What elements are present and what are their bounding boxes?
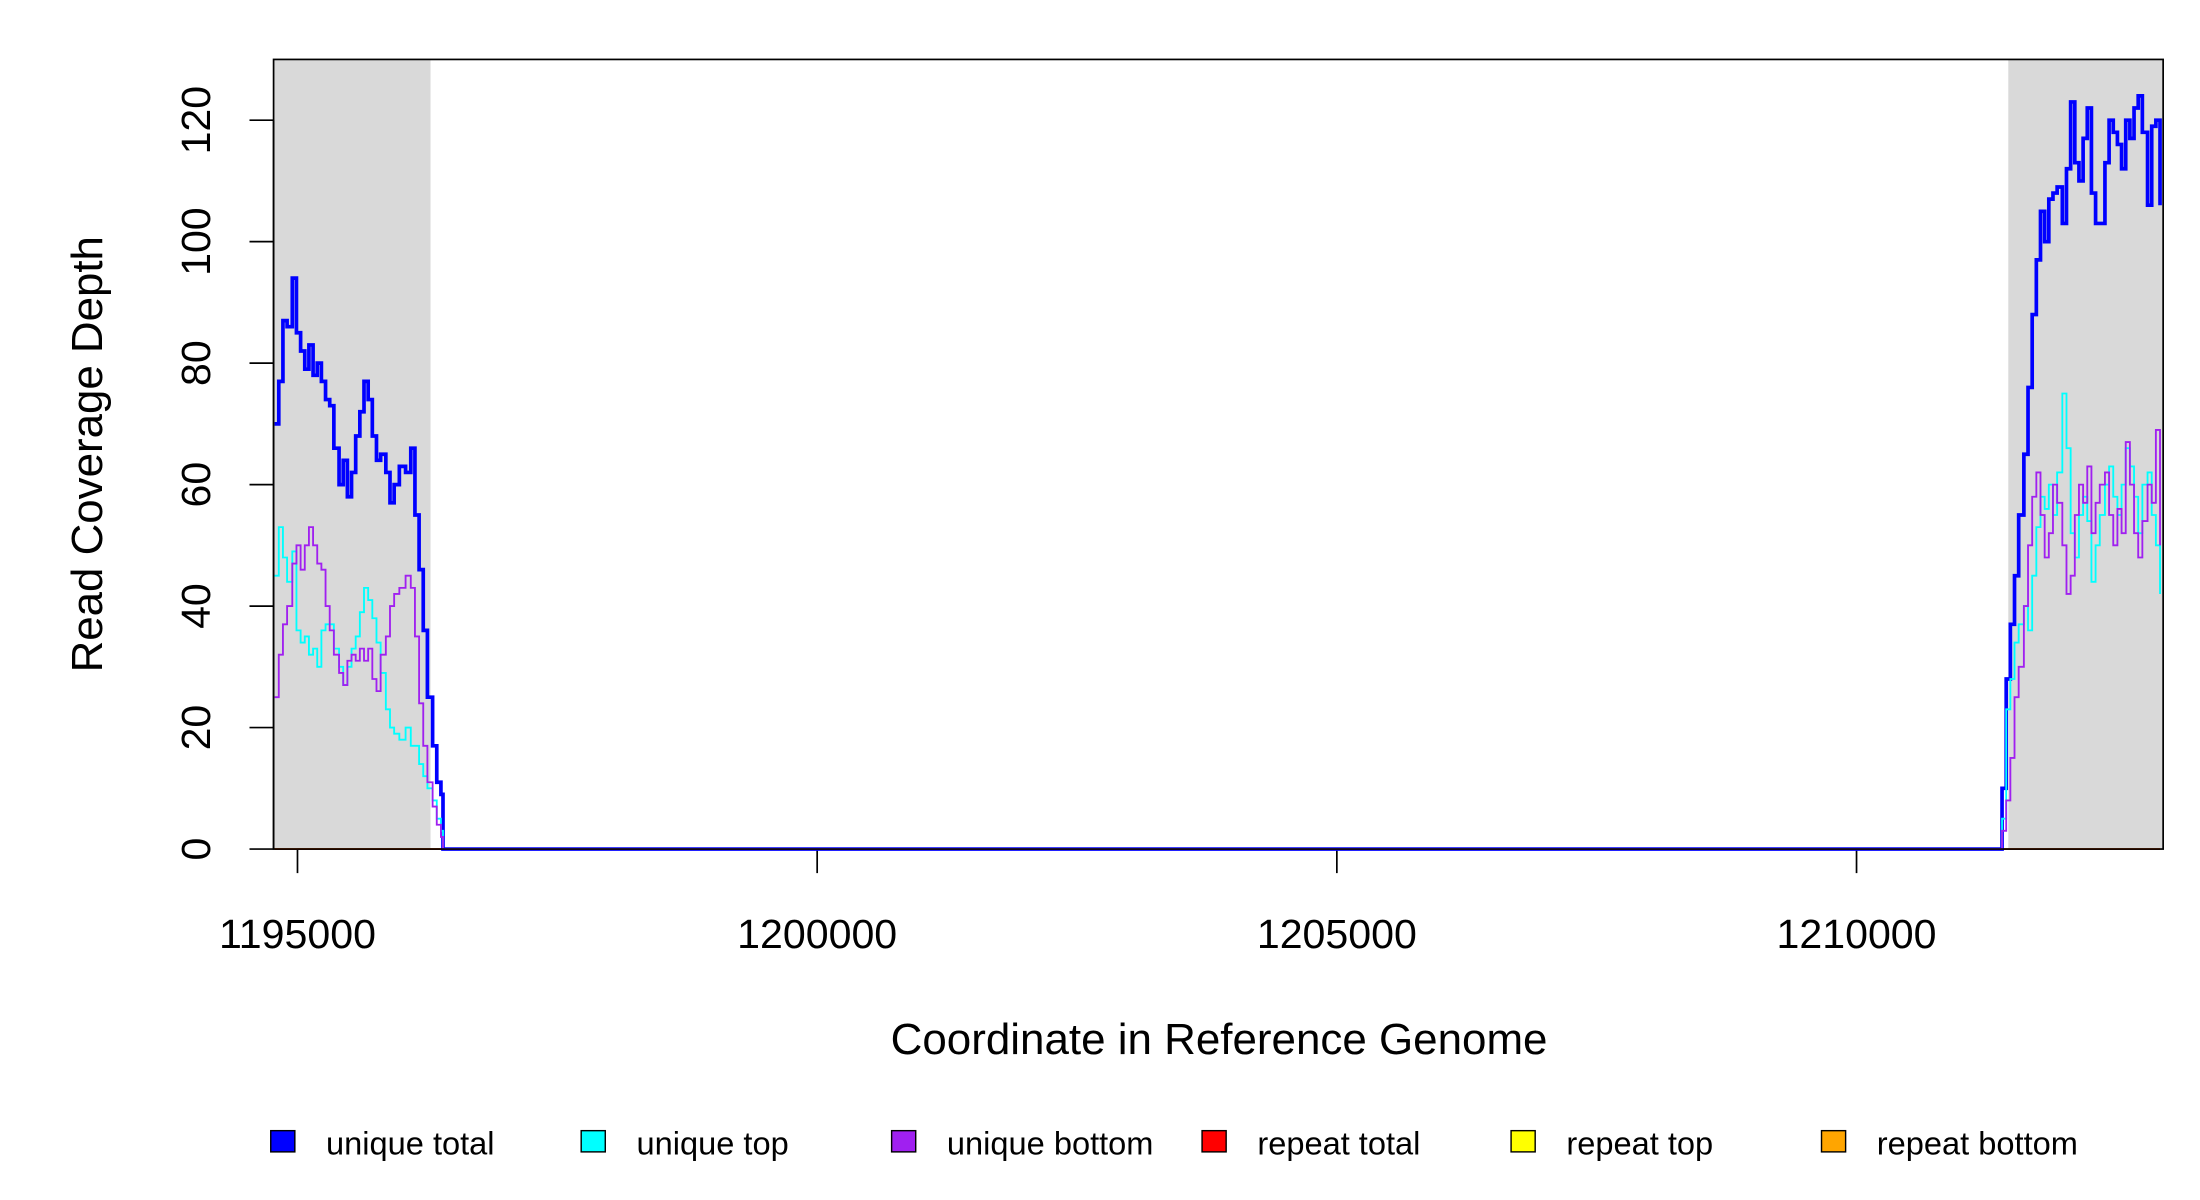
plot-frame xyxy=(272,58,2164,850)
y-axis-title: Read Coverage Depth xyxy=(63,236,112,672)
y-tick-label: 0 xyxy=(173,838,219,861)
y-tick-label: 40 xyxy=(173,583,219,629)
legend-label: unique bottom xyxy=(947,1126,1154,1162)
y-tick-label: 80 xyxy=(173,340,219,386)
legend-swatch xyxy=(1510,1129,1536,1153)
x-axis-title: Coordinate in Reference Genome xyxy=(891,1015,1548,1064)
legend-label: repeat total xyxy=(1257,1126,1420,1162)
legend-swatch xyxy=(270,1129,296,1153)
legend-swatch xyxy=(580,1129,606,1153)
y-tick-label: 120 xyxy=(173,86,219,154)
y-tick-label: 20 xyxy=(173,705,219,751)
legend-swatch xyxy=(890,1129,917,1153)
series-line xyxy=(274,429,2161,850)
y-tick-label: 100 xyxy=(173,207,219,275)
x-tick-label: 1195000 xyxy=(219,911,376,957)
series-line xyxy=(274,94,2162,851)
legend-label: unique top xyxy=(636,1126,788,1162)
x-tick-label: 1200000 xyxy=(737,911,897,957)
shaded-region xyxy=(273,59,431,850)
series-line xyxy=(274,392,2161,850)
legend-label: repeat bottom xyxy=(1877,1126,2078,1162)
x-tick-label: 1205000 xyxy=(1257,911,1417,957)
shaded-region xyxy=(2008,59,2164,850)
legend-label: unique total xyxy=(326,1126,495,1162)
legend-swatch xyxy=(1201,1129,1227,1153)
legend-label: repeat top xyxy=(1566,1126,1713,1162)
x-tick-label: 1210000 xyxy=(1777,911,1937,957)
y-tick-label: 60 xyxy=(173,462,219,508)
legend-swatch xyxy=(1820,1129,1847,1153)
